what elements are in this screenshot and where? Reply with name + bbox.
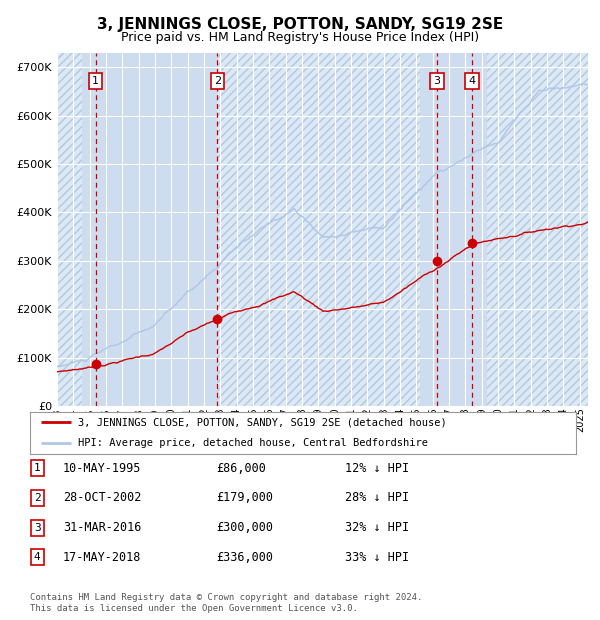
Text: 1: 1 — [34, 463, 41, 473]
Text: 10-MAY-1995: 10-MAY-1995 — [63, 462, 142, 474]
Bar — [57, 53, 82, 406]
Bar — [487, 53, 588, 406]
Text: £336,000: £336,000 — [216, 551, 273, 564]
Bar — [57, 53, 82, 406]
Text: HPI: Average price, detached house, Central Bedfordshire: HPI: Average price, detached house, Cent… — [78, 438, 428, 448]
Bar — [82, 53, 217, 406]
Text: 1: 1 — [92, 76, 99, 86]
Text: 3: 3 — [34, 523, 41, 533]
Text: £300,000: £300,000 — [216, 521, 273, 534]
Text: £86,000: £86,000 — [216, 462, 266, 474]
Text: 4: 4 — [34, 552, 41, 562]
Text: 3: 3 — [433, 76, 440, 86]
Text: 4: 4 — [468, 76, 475, 86]
Text: Contains HM Land Registry data © Crown copyright and database right 2024.
This d: Contains HM Land Registry data © Crown c… — [30, 593, 422, 613]
Text: 28% ↓ HPI: 28% ↓ HPI — [345, 492, 409, 504]
Text: 12% ↓ HPI: 12% ↓ HPI — [345, 462, 409, 474]
Text: 33% ↓ HPI: 33% ↓ HPI — [345, 551, 409, 564]
Text: 28-OCT-2002: 28-OCT-2002 — [63, 492, 142, 504]
Text: 2: 2 — [214, 76, 221, 86]
Bar — [420, 53, 487, 406]
Text: 2: 2 — [34, 493, 41, 503]
Text: 32% ↓ HPI: 32% ↓ HPI — [345, 521, 409, 534]
Text: 17-MAY-2018: 17-MAY-2018 — [63, 551, 142, 564]
Bar — [217, 53, 420, 406]
Text: Price paid vs. HM Land Registry's House Price Index (HPI): Price paid vs. HM Land Registry's House … — [121, 31, 479, 44]
Bar — [487, 53, 588, 406]
Text: 3, JENNINGS CLOSE, POTTON, SANDY, SG19 2SE (detached house): 3, JENNINGS CLOSE, POTTON, SANDY, SG19 2… — [78, 417, 447, 427]
Text: 3, JENNINGS CLOSE, POTTON, SANDY, SG19 2SE: 3, JENNINGS CLOSE, POTTON, SANDY, SG19 2… — [97, 17, 503, 32]
Text: £179,000: £179,000 — [216, 492, 273, 504]
Bar — [217, 53, 420, 406]
Text: 31-MAR-2016: 31-MAR-2016 — [63, 521, 142, 534]
